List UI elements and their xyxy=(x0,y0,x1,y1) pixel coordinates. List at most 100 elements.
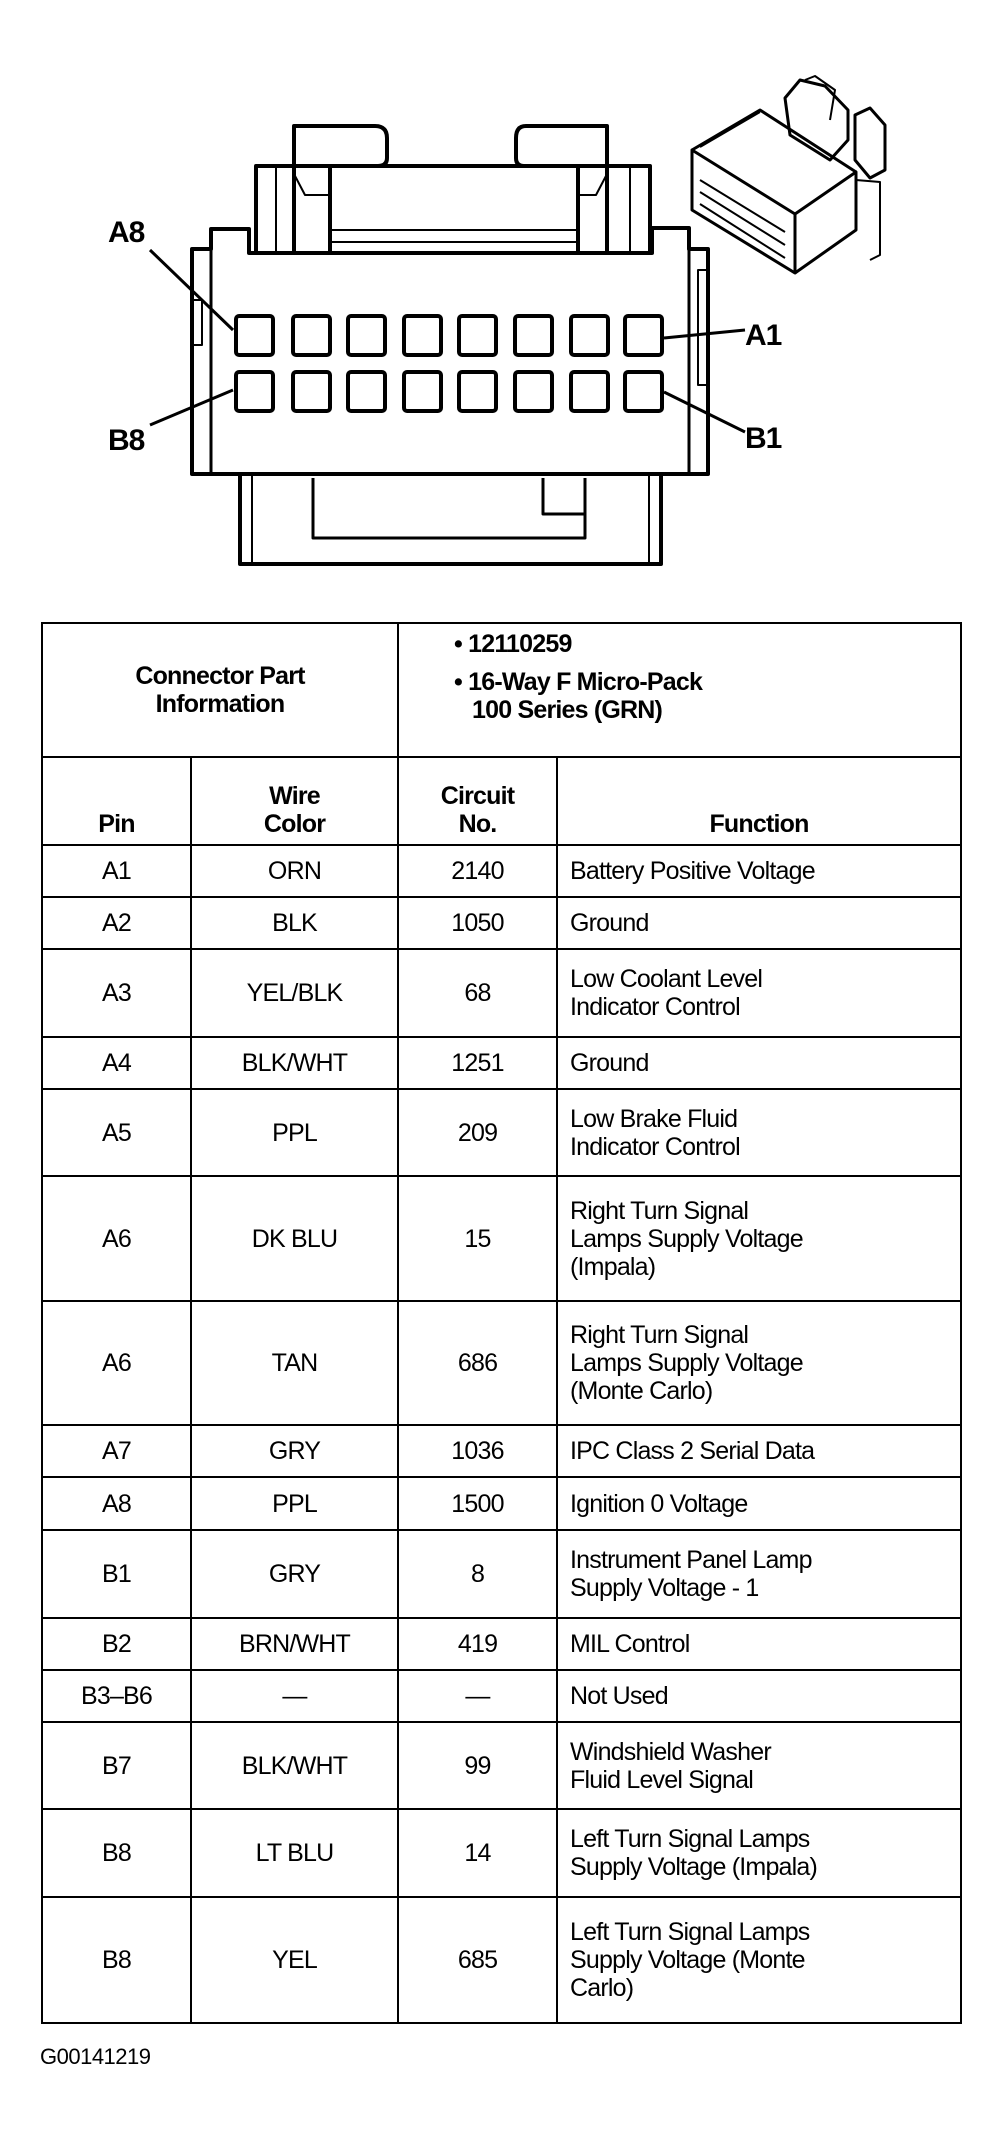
cell-wire-color: PPL xyxy=(189,1476,400,1531)
function-line: Low Brake Fluid xyxy=(570,1104,738,1133)
pin-cavity-a8 xyxy=(234,314,275,357)
part-description: • 16-Way F Micro-Pack xyxy=(454,668,703,696)
function-line: IPC Class 2 Serial Data xyxy=(570,1437,815,1465)
function-line: Lamps Supply Voltage xyxy=(570,1349,804,1377)
table-row: B8 YEL 685 Left Turn Signal Lamps Supply Vol… xyxy=(41,1896,963,2024)
cell-pin: B2 xyxy=(41,1617,192,1671)
cell-circuit-no: — xyxy=(397,1669,559,1723)
function-line: Left Turn Signal Lamps xyxy=(570,1918,810,1946)
cell-wire-color: PPL xyxy=(189,1088,400,1177)
header-text: Color xyxy=(263,810,326,838)
function-line: Indicator Control xyxy=(570,1132,741,1161)
pin-cavity-a4 xyxy=(457,314,498,357)
function-line: Instrument Panel Lamp xyxy=(570,1546,812,1574)
cell-function: Instrument Panel Lamp Supply Voltage - 1 xyxy=(556,1529,963,1619)
connector-body xyxy=(190,226,710,476)
left-latch xyxy=(292,124,389,253)
cell-pin: A7 xyxy=(41,1424,192,1478)
cell-pin: A1 xyxy=(41,844,192,898)
header-text: No. xyxy=(458,810,498,838)
cell-function: Ignition 0 Voltage xyxy=(556,1476,963,1531)
cell-function: Battery Positive Voltage xyxy=(556,844,963,898)
part-info-label: Connector Part Information xyxy=(40,622,400,758)
table-row: A7 GRY 1036 IPC Class 2 Serial Data xyxy=(41,1424,963,1478)
cell-function: IPC Class 2 Serial Data xyxy=(556,1424,963,1478)
cell-pin: A6 xyxy=(41,1175,192,1302)
function-line: Supply Voltage (Monte xyxy=(570,1946,806,1974)
table-row: A2 BLK 1050 Ground xyxy=(41,896,963,950)
table-row: B7 BLK/WHT 99 Windshield Washer Fluid Level … xyxy=(41,1721,963,1810)
cell-function: Windshield Washer Fluid Level Signal xyxy=(556,1721,963,1810)
function-line: Right Turn Signal xyxy=(570,1196,749,1225)
cell-circuit-no: 68 xyxy=(397,948,559,1038)
header-text: Wire xyxy=(269,782,321,810)
cell-circuit-no: 14 xyxy=(397,1808,559,1898)
function-line: Battery Positive Voltage xyxy=(570,857,816,885)
table-row: B1 GRY 8 Instrument Panel Lamp Supply Voltag… xyxy=(41,1529,963,1619)
cell-wire-color: — xyxy=(189,1669,400,1723)
pin-cavity-b5 xyxy=(402,370,443,413)
connector-3d-view xyxy=(690,75,887,275)
cell-circuit-no: 2140 xyxy=(397,844,559,898)
function-line: Low Coolant Level xyxy=(570,965,763,993)
cell-function: Low Coolant Level Indicator Control xyxy=(556,948,963,1038)
pin-cavity-b6 xyxy=(346,370,387,413)
cell-function: Right Turn Signal Lamps Supply Voltage (Im… xyxy=(556,1175,963,1302)
pin-cavity-b7 xyxy=(291,370,332,413)
connector-pinout-table: Connector Part Information • 12110259 • … xyxy=(40,622,963,2024)
header-pin: Pin xyxy=(41,756,192,846)
connector-skirt xyxy=(238,472,663,566)
cell-wire-color: GRY xyxy=(189,1529,400,1619)
table-row: A5 PPL 209 Low Brake Fluid Indicator Control xyxy=(41,1088,963,1177)
pin-label-a8: A8 xyxy=(108,216,145,249)
part-info-row: Connector Part Information • 12110259 • … xyxy=(40,622,963,758)
header-wire-color: Wire Color xyxy=(189,756,400,846)
figure-id: G00141219 xyxy=(40,2044,151,2069)
cell-pin: A8 xyxy=(41,1476,192,1531)
cell-circuit-no: 686 xyxy=(397,1300,559,1426)
table-row: A6 DK BLU 15 Right Turn Signal Lamps Supply … xyxy=(41,1175,963,1302)
cell-function: Ground xyxy=(556,1036,963,1090)
cell-pin: B8 xyxy=(41,1896,192,2024)
pin-cavity-b4 xyxy=(457,370,498,413)
cell-wire-color: BLK/WHT xyxy=(189,1721,400,1810)
right-latch xyxy=(514,124,609,253)
cell-circuit-no: 1251 xyxy=(397,1036,559,1090)
pin-cavity-b2 xyxy=(569,370,610,413)
pin-cavity-a2 xyxy=(569,314,610,357)
function-line: Ground xyxy=(570,1049,649,1077)
cell-function: MIL Control xyxy=(556,1617,963,1671)
table-row: B3–B6— — Not Used xyxy=(41,1669,963,1723)
function-line: Left Turn Signal Lamps xyxy=(570,1825,810,1853)
cell-wire-color: YEL/BLK xyxy=(189,948,400,1038)
pin-cavity-a7 xyxy=(291,314,332,357)
pin-cavity-a5 xyxy=(402,314,443,357)
cell-circuit-no: 15 xyxy=(397,1175,559,1302)
table-row: B2 BRN/WHT 419 MIL Control xyxy=(41,1617,963,1671)
function-line: Not Used xyxy=(570,1682,669,1710)
table-row: A8 PPL 1500 Ignition 0 Voltage xyxy=(41,1476,963,1531)
column-header-row: Pin Wire Color Circuit No. Function xyxy=(41,756,963,846)
connector-face-diagram: A8 A1 B8 B1 xyxy=(108,75,887,566)
cell-circuit-no: 419 xyxy=(397,1617,559,1671)
table-row: A6 TAN 686 Right Turn Signal Lamps Supply Vo… xyxy=(41,1300,963,1426)
function-line: (Monte Carlo) xyxy=(570,1377,713,1405)
cell-circuit-no: 209 xyxy=(397,1088,559,1177)
cell-wire-color: TAN xyxy=(189,1300,400,1426)
function-line: Windshield Washer xyxy=(570,1737,772,1766)
cell-function: Right Turn Signal Lamps Supply Voltage (Mo… xyxy=(556,1300,963,1426)
cell-wire-color: DK BLU xyxy=(189,1175,400,1302)
part-info-value: • 12110259 • 16-Way F Micro-Pack 100 Ser… xyxy=(397,622,963,758)
cell-wire-color: YEL xyxy=(189,1896,400,2024)
latch-frame xyxy=(254,164,652,255)
cell-function: Left Turn Signal Lamps Supply Voltage (Mo… xyxy=(556,1896,963,2024)
cell-pin: B7 xyxy=(41,1721,192,1810)
cell-function: Not Used xyxy=(556,1669,963,1723)
cell-pin: B1 xyxy=(41,1529,192,1619)
cell-wire-color: BRN/WHT xyxy=(189,1617,400,1671)
header-function: Function xyxy=(556,756,963,846)
function-line: MIL Control xyxy=(570,1630,690,1658)
table-row: A4 BLK/WHT 1251 Ground xyxy=(41,1036,963,1090)
cell-wire-color: BLK xyxy=(189,896,400,950)
part-info-label-line: Information xyxy=(155,690,286,718)
